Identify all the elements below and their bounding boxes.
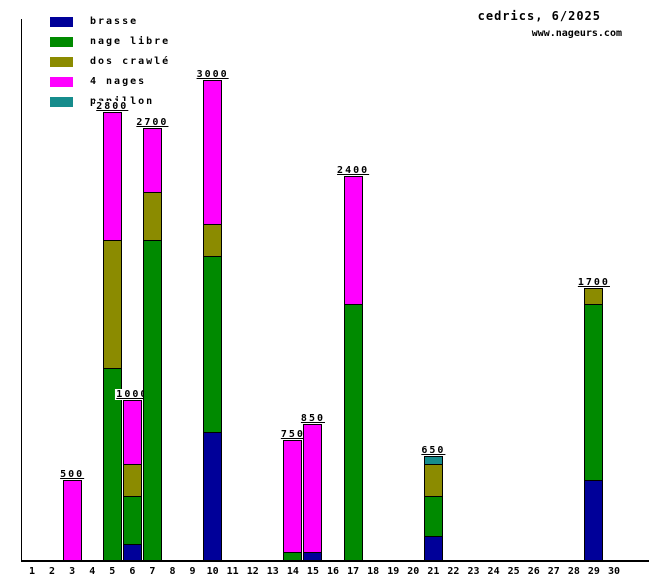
legend-swatch-4-nages	[50, 77, 73, 87]
bar-day-3	[63, 480, 82, 560]
x-tick-label-20: 20	[407, 566, 420, 577]
bar-segment-4-nages	[143, 128, 162, 192]
x-tick-label-13: 13	[266, 566, 279, 577]
y-axis-line	[21, 19, 22, 561]
legend-row-dos-crawlé: dos crawlé	[50, 57, 170, 67]
legend-label: nage libre	[90, 36, 171, 47]
x-tick-label-10: 10	[206, 566, 219, 577]
bar-segment-papillon	[424, 456, 443, 464]
bar-segment-nage-libre	[584, 304, 603, 480]
bar-total-label-day-10[interactable]: 3000	[195, 69, 230, 80]
x-tick-label-14: 14	[286, 566, 299, 577]
bar-total-label-day-7[interactable]: 2700	[135, 117, 170, 128]
x-tick-label-8: 8	[169, 566, 176, 577]
bar-segment-4-nages	[303, 424, 322, 552]
bar-segment-brasse	[203, 432, 222, 560]
legend-row-4-nages: 4 nages	[50, 77, 170, 87]
x-tick-label-28: 28	[567, 566, 580, 577]
bar-total-label-day-6[interactable]: 1000	[115, 389, 150, 400]
legend-swatch-dos-crawlé	[50, 57, 73, 67]
legend-label: 4 nages	[90, 76, 147, 87]
legend-row-brasse: brasse	[50, 17, 170, 27]
bar-segment-dos-crawlé	[123, 464, 142, 496]
bar-segment-4-nages	[123, 400, 142, 464]
x-tick-label-19: 19	[387, 566, 400, 577]
x-tick-label-24: 24	[487, 566, 500, 577]
bar-total-label-day-14[interactable]: 750	[279, 429, 306, 440]
x-tick-label-3: 3	[69, 566, 76, 577]
bar-total-label-day-21[interactable]: 650	[420, 445, 447, 456]
x-tick-label-23: 23	[467, 566, 480, 577]
x-tick-label-5: 5	[109, 566, 116, 577]
bar-day-7	[143, 128, 162, 560]
bar-segment-brasse	[584, 480, 603, 560]
x-tick-label-15: 15	[306, 566, 319, 577]
bar-segment-4-nages	[103, 112, 122, 240]
bar-segment-dos-crawlé	[203, 224, 222, 256]
x-tick-label-26: 26	[527, 566, 540, 577]
x-tick-label-18: 18	[367, 566, 380, 577]
bar-segment-nage-libre	[424, 496, 443, 536]
legend-label: dos crawlé	[90, 56, 171, 67]
x-tick-label-25: 25	[507, 566, 520, 577]
x-tick-label-6: 6	[129, 566, 136, 577]
bar-segment-nage-libre	[143, 240, 162, 560]
bar-segment-nage-libre	[344, 304, 363, 560]
bar-segment-nage-libre	[123, 496, 142, 544]
bar-segment-nage-libre	[203, 256, 222, 432]
x-tick-label-17: 17	[347, 566, 360, 577]
site-url: www.nageurs.com	[531, 28, 622, 39]
bar-day-15	[303, 424, 322, 560]
bar-segment-dos-crawlé	[584, 288, 603, 304]
bar-total-label-day-5[interactable]: 2800	[95, 101, 130, 112]
x-tick-label-29: 29	[587, 566, 600, 577]
legend-swatch-nage-libre	[50, 37, 73, 47]
x-tick-label-27: 27	[547, 566, 560, 577]
x-tick-label-22: 22	[447, 566, 460, 577]
x-tick-label-7: 7	[149, 566, 156, 577]
x-tick-label-11: 11	[226, 566, 239, 577]
bar-day-10	[203, 80, 222, 560]
x-tick-label-2: 2	[49, 566, 56, 577]
bar-segment-dos-crawlé	[424, 464, 443, 496]
bar-total-label-day-29[interactable]: 1700	[576, 277, 611, 288]
x-tick-label-1: 1	[28, 566, 36, 577]
legend-row-nage-libre: nage libre	[50, 37, 170, 47]
x-axis-line	[21, 560, 649, 562]
bar-segment-4-nages	[283, 440, 302, 552]
bar-day-6	[123, 400, 142, 560]
chart-title: cedrics, 6/2025	[477, 9, 601, 23]
legend-label: brasse	[90, 16, 139, 27]
bar-day-21	[424, 456, 443, 560]
legend-swatch-brasse	[50, 17, 73, 27]
x-tick-label-4: 4	[89, 566, 96, 577]
bar-segment-brasse	[424, 536, 443, 560]
x-tick-label-21: 21	[427, 566, 440, 577]
bar-segment-brasse	[303, 552, 322, 560]
bar-segment-4-nages	[203, 80, 222, 224]
bar-total-label-day-17[interactable]: 2400	[336, 165, 371, 176]
x-tick-label-12: 12	[246, 566, 259, 577]
bar-segment-4-nages	[63, 480, 82, 560]
bar-segment-brasse	[123, 544, 142, 560]
bar-day-29	[584, 288, 603, 560]
bar-day-14	[283, 440, 302, 560]
bar-segment-nage-libre	[283, 552, 302, 560]
bar-segment-dos-crawlé	[143, 192, 162, 240]
x-tick-label-30: 30	[607, 566, 621, 577]
x-tick-label-9: 9	[189, 566, 196, 577]
bar-day-5	[103, 112, 122, 560]
bar-day-17	[344, 176, 363, 560]
bar-segment-4-nages	[344, 176, 363, 304]
bar-total-label-day-15[interactable]: 850	[299, 413, 326, 424]
x-tick-label-16: 16	[327, 566, 340, 577]
legend-swatch-papillon	[50, 97, 73, 107]
bar-segment-dos-crawlé	[103, 240, 122, 368]
bar-segment-nage-libre	[103, 368, 122, 560]
bar-total-label-day-3[interactable]: 500	[59, 469, 86, 480]
